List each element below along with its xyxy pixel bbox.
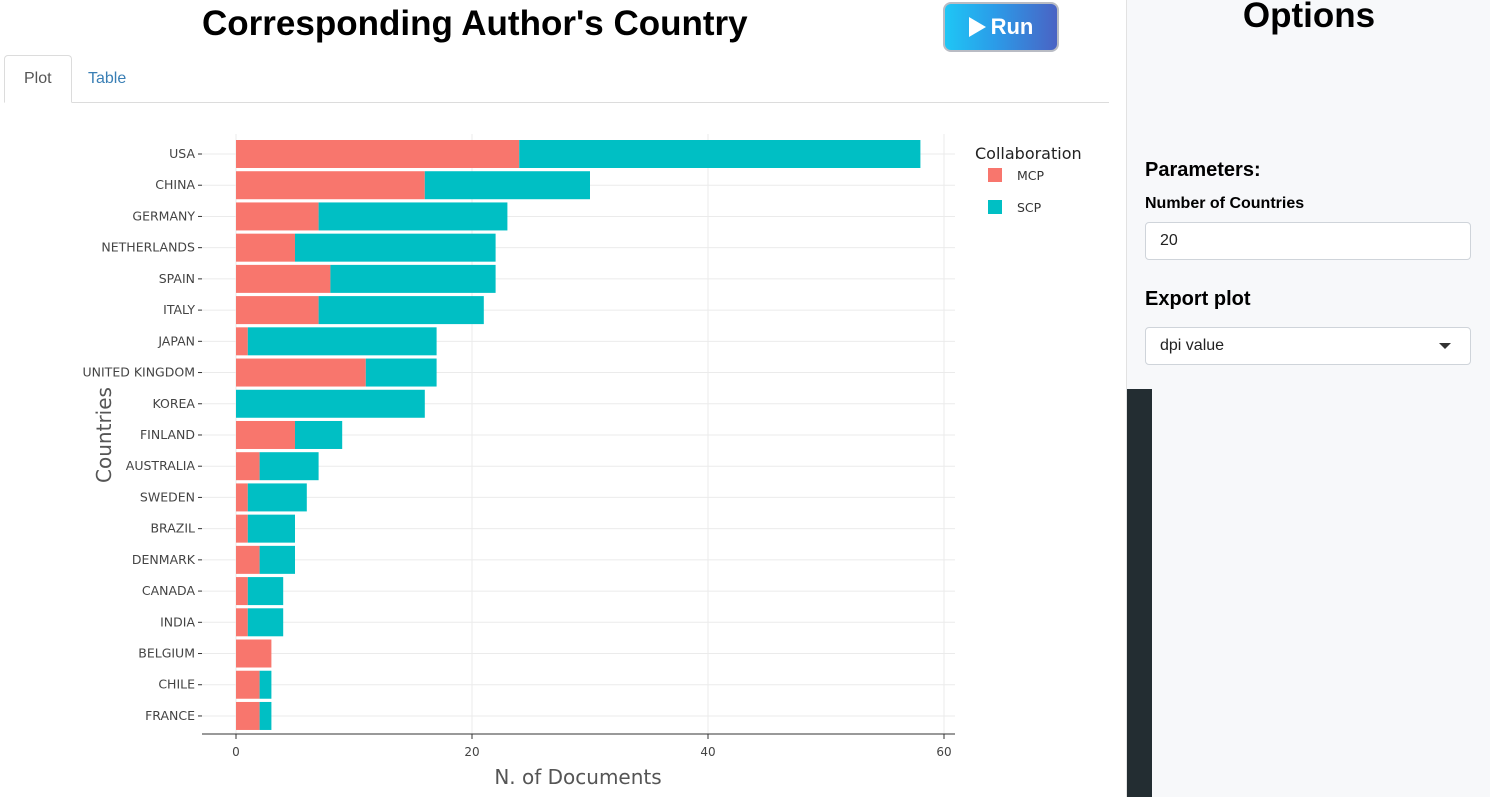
y-tick-label: BELGIUM (138, 646, 195, 661)
main-panel: Corresponding Author's Country Run Plot … (4, 2, 1109, 789)
y-tick-label: INDIA (160, 614, 195, 629)
y-axis-title: Countries (92, 387, 116, 483)
num-countries-label: Number of Countries (1145, 195, 1305, 212)
legend-title: Collaboration (975, 144, 1082, 163)
collaboration-bar-chart: USA CHINA GERMANY NETHERLANDS SPAIN ITALY JAPA… (83, 134, 1082, 789)
num-countries-input[interactable] (1145, 222, 1471, 260)
bar-mcp-finland (236, 420, 295, 449)
y-tick-label: FRANCE (145, 708, 195, 723)
export-plot-heading: Export plot (1145, 288, 1251, 310)
bar-scp-germany (318, 202, 508, 231)
y-tick-label: AUSTRALIA (126, 458, 196, 473)
y-tick-label: DENMARK (132, 552, 196, 567)
bar-mcp-chile (236, 670, 260, 699)
x-tick-label: 0 (232, 745, 240, 759)
run-button[interactable]: Run (943, 2, 1059, 52)
chevron-down-icon (1439, 343, 1451, 349)
sidebar-title: Options (1242, 0, 1376, 35)
bar-scp-japan (247, 327, 437, 356)
bar-scp-sweden (247, 483, 307, 512)
y-tick-label: SPAIN (159, 271, 195, 286)
play-icon (968, 17, 986, 37)
y-tick-label: JAPAN (157, 333, 195, 348)
y-tick-label: SWEDEN (140, 489, 195, 504)
dpi-select[interactable]: dpi value (1145, 327, 1471, 365)
bar-mcp-brazil (236, 514, 248, 543)
tab-table[interactable]: Table (88, 69, 127, 87)
bar-mcp-australia (236, 452, 260, 481)
y-tick-label: UNITED KINGDOM (83, 365, 196, 380)
y-tick-label: FINLAND (140, 427, 195, 442)
y-tick-label: CHINA (155, 177, 195, 192)
bar-scp-india (247, 608, 284, 637)
bar-scp-netherlands (295, 233, 496, 262)
options-sidebar: Options Parameters: Number of Countries … (1126, 0, 1490, 797)
y-tick-label: NETHERLANDS (101, 240, 195, 255)
bar-mcp-usa (236, 140, 520, 168)
bar-scp-denmark (259, 545, 295, 574)
x-tick-label: 40 (700, 745, 715, 759)
y-tick-label: ITALY (163, 302, 195, 317)
bar-mcp-italy (236, 296, 319, 325)
bar-mcp-india (236, 608, 248, 637)
bar-mcp-united-kingdom (236, 358, 366, 387)
bar-scp-france (259, 701, 272, 730)
bar-mcp-france (236, 701, 260, 730)
y-tick-label: CHILE (158, 677, 195, 692)
bar-mcp-china (236, 171, 425, 200)
bar-mcp-spain (236, 264, 331, 293)
bar-scp-korea (236, 389, 425, 418)
legend-label-scp: SCP (1017, 200, 1042, 215)
y-tick-label: USA (169, 146, 195, 161)
bar-mcp-netherlands (236, 233, 295, 262)
parameters-heading: Parameters: (1145, 159, 1261, 181)
y-tick-label: GERMANY (132, 208, 195, 223)
bar-scp-canada (247, 577, 284, 606)
bar-mcp-sweden (236, 483, 248, 512)
bar-mcp-denmark (236, 545, 260, 574)
bar-scp-united-kingdom (365, 358, 437, 387)
bar-scp-spain (330, 264, 496, 293)
y-tick-label: CANADA (142, 583, 196, 598)
bar-scp-brazil (247, 514, 295, 543)
legend-swatch-scp (988, 200, 1002, 214)
bar-scp-finland (295, 420, 343, 449)
bar-mcp-japan (236, 327, 248, 356)
bar-mcp-belgium (236, 639, 272, 668)
x-tick-label: 20 (464, 745, 479, 759)
y-tick-label: BRAZIL (150, 521, 195, 536)
dpi-select-value: dpi value (1160, 337, 1225, 354)
bar-mcp-canada (236, 577, 248, 606)
run-button-label: Run (990, 14, 1034, 39)
legend-label-mcp: MCP (1017, 168, 1045, 183)
x-axis-title: N. of Documents (494, 765, 661, 789)
bar-scp-usa (519, 140, 921, 168)
bar-scp-italy (318, 296, 484, 325)
bar-scp-australia (259, 452, 319, 481)
dark-side-strip (1127, 389, 1152, 797)
page-title: Corresponding Author's Country (202, 4, 748, 43)
bar-scp-chile (259, 670, 272, 699)
bar-mcp-germany (236, 202, 319, 231)
y-tick-label: KOREA (153, 396, 196, 411)
tab-plot[interactable]: Plot (4, 55, 72, 103)
tab-bar: Plot Table (4, 55, 1109, 103)
bar-scp-china (424, 171, 590, 200)
x-tick-label: 60 (936, 745, 951, 759)
legend-swatch-mcp (988, 168, 1002, 182)
